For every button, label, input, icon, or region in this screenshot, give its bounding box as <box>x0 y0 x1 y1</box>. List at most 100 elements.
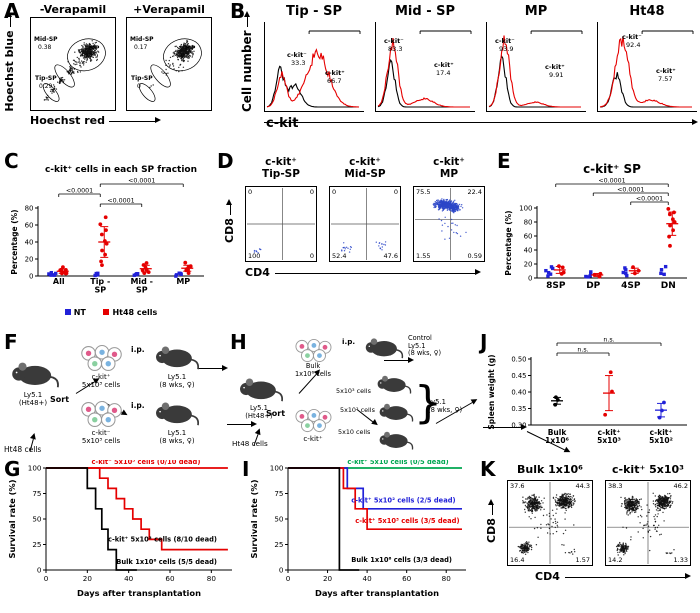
nt-legend-label: NT <box>73 308 86 317</box>
panel-b: B Cell number Tip - SP Mid - SP MP Ht48 … <box>228 0 700 148</box>
histogram-mid-sp: c-kit⁻ 83.3 c-kit⁺ 17.4 <box>375 22 475 112</box>
cd4-cd8-plot-tip-sp: 0 0 100 0 <box>245 186 317 262</box>
hoechst-scatter <box>42 38 106 102</box>
svg-text:40: 40 <box>25 238 34 246</box>
bulk-plot-title: Bulk 1x10⁶ <box>516 463 583 476</box>
svg-text:Survival rate (%): Survival rate (%) <box>7 479 17 558</box>
quadrant-value-top-right: 0 <box>309 188 314 196</box>
quadrant-value-top-left: 0 <box>332 188 337 196</box>
svg-text:0: 0 <box>279 566 284 575</box>
quadrant-value-bottom-left: 16.4 <box>510 555 525 564</box>
svg-text:n.s.: n.s. <box>603 337 614 344</box>
arm1-cells-label: c-kit⁺ 5x10³ cells <box>81 373 121 390</box>
quadrant-value-bottom-right: 0.59 <box>467 251 482 260</box>
dose3-label: 5x10 cells <box>338 428 371 436</box>
ckit-axis-arrow <box>264 118 698 125</box>
svg-text:75: 75 <box>274 489 283 498</box>
ckit-pos-cells-icon <box>81 345 122 371</box>
right-arrow-icon <box>274 269 481 276</box>
svg-text:80: 80 <box>442 574 452 583</box>
donor-cells-label: Ht48 cells <box>4 445 42 454</box>
panel-k-label: K <box>480 457 496 481</box>
svg-text:40: 40 <box>124 574 134 583</box>
mp-title: MP <box>524 4 548 19</box>
gate-label: MP <box>89 45 100 52</box>
right-arrow-icon <box>564 573 691 580</box>
svg-text:60: 60 <box>402 574 412 583</box>
neg-gate-label: c-kit⁻ <box>384 37 404 45</box>
dose1-label: 5x10³ cells <box>336 387 371 395</box>
panel-b-label: B <box>230 0 246 23</box>
neg-gate-value: 83.3 <box>388 45 403 53</box>
panel-j: J 0.30 0.35 0.40 0.45 0.50 Bulk 1x10⁶ c-kit⁺ 5x1… <box>475 331 700 460</box>
right-arrow-icon <box>108 117 161 124</box>
up-arrow-icon <box>229 205 231 216</box>
cd4-cd8-scatter <box>247 188 315 260</box>
svg-text:80: 80 <box>207 574 217 583</box>
svg-text:40: 40 <box>524 246 533 254</box>
arm2-route-label: i.p. <box>131 401 145 410</box>
panel-c-legend: NT Ht48 cells <box>16 308 206 317</box>
panel-g-label: G <box>4 457 21 481</box>
dose2-label: 5x10² cells <box>340 406 375 414</box>
neg-gate-label: c-kit⁻ <box>287 51 307 59</box>
quadrant-value-bottom-right: 1.33 <box>673 555 688 564</box>
hoechst-scatter <box>138 38 202 102</box>
panel-k-x-axis-label: CD4 <box>535 570 560 583</box>
sort-label: Sort <box>50 395 70 404</box>
recipient-mouse-icon <box>376 375 412 395</box>
svg-text:c-kit⁺ 5x10 cells (0/5 dead): c-kit⁺ 5x10 cells (0/5 dead) <box>347 460 448 466</box>
svg-text:60: 60 <box>165 574 175 583</box>
bulk-route-label: i.p. <box>342 337 356 346</box>
cd4-cd8-plot-mp: 75.5 22.4 1.55 0.59 <box>413 186 485 262</box>
svg-text:<0.0001: <0.0001 <box>66 188 93 195</box>
quadrant-value-bottom-left: 100 <box>248 251 261 260</box>
histogram-mp: c-kit⁻ 93.9 c-kit⁺ 9.91 <box>486 22 586 112</box>
nt-marker-icon <box>64 309 71 315</box>
neg-gate-value: 33.3 <box>291 59 306 67</box>
panel-k-y-axis-label: CD8 <box>485 518 498 543</box>
svg-text:Percentage (%): Percentage (%) <box>10 209 19 274</box>
svg-text:25: 25 <box>32 540 41 549</box>
panel-a-x-axis-label: Hoechst red <box>30 114 105 127</box>
gate-value: 0.29 <box>39 83 53 90</box>
svg-text:100: 100 <box>28 464 42 473</box>
quadrant-value-bottom-left: 1.55 <box>416 251 431 260</box>
panel-k-y-axis: CD8 <box>485 480 498 568</box>
svg-text:c-kit⁺5x10²: c-kit⁺ 5x10² <box>649 428 673 445</box>
quadrant-value-top-left: 0 <box>248 188 253 196</box>
neg-gate-label: c-kit⁻ <box>622 33 642 41</box>
panel-d-label: D <box>217 149 234 173</box>
ckit-histogram <box>599 30 694 108</box>
svg-text:Spleen weight (g): Spleen weight (g) <box>487 354 496 429</box>
bulk-arrow-icon <box>384 356 415 363</box>
cd4-cd8-scatter <box>509 482 591 564</box>
recipient-group-label: Ly5.1 (8 wks, ♀) <box>428 398 463 414</box>
donor-mouse-icon <box>11 361 59 389</box>
ckit-plot-title: c-kit⁺ 5x10³ <box>612 463 684 476</box>
donor-label: Ly5.1 (Ht48+) <box>18 391 48 408</box>
panel-h-label: H <box>230 330 247 354</box>
svg-text:40: 40 <box>363 574 373 583</box>
svg-text:20: 20 <box>524 260 533 268</box>
svg-text:80: 80 <box>524 218 533 226</box>
arm1-route-label: i.p. <box>131 345 145 354</box>
panel-k: K Bulk 1x10⁶ c-kit⁺ 5x10³ 37.6 44.3 16.4… <box>475 457 700 613</box>
svg-text:c-kit⁻ 5x10³ cells (0/10 dead): c-kit⁻ 5x10³ cells (0/10 dead) <box>91 460 200 466</box>
svg-text:0.35: 0.35 <box>511 405 526 413</box>
panel-c-label: C <box>4 149 19 173</box>
svg-text:0.30: 0.30 <box>511 421 526 429</box>
ckit-histogram <box>488 30 583 108</box>
donor-mouse-icon <box>239 377 284 403</box>
svg-text:<0.0001: <0.0001 <box>107 198 134 205</box>
recipient-mouse-icon <box>378 431 414 451</box>
cd4-cd8-plot-mid-sp: 0 0 52.4 47.6 <box>329 186 401 262</box>
recipient-mouse-icon <box>155 401 200 427</box>
bulk-cells-label: Bulk 1x10⁶ cells <box>294 362 331 378</box>
spleen-weight-chart: 0.30 0.35 0.40 0.45 0.50 Bulk 1x10⁶ c-kit⁺ 5x10³… <box>487 337 687 445</box>
histogram-tip-sp: c-kit⁻ 33.3 c-kit⁺ 66.7 <box>264 22 364 112</box>
recipient-mouse-icon <box>378 403 414 423</box>
arm2-recipient-label: Ly5.1 (8 wks, ♀) <box>159 429 195 446</box>
sorted-cells-icon <box>295 409 332 433</box>
